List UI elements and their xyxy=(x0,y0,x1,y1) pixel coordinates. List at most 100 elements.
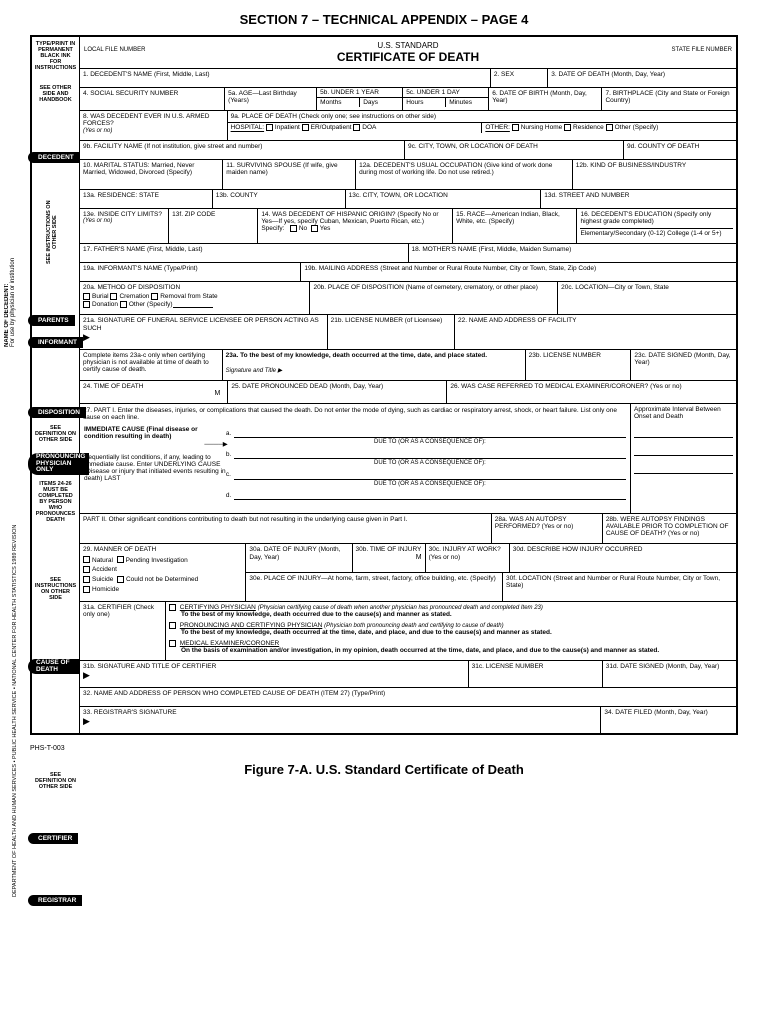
side-column: TYPE/PRINT IN PERMANENT BLACK INK FOR IN… xyxy=(32,37,80,733)
f8-yesno: (Yes or no) xyxy=(83,128,224,134)
phs-code: PHS-T-003 xyxy=(0,743,768,752)
side-seeother: SEE OTHER SIDE AND HANDBOOK xyxy=(34,85,77,103)
f1: 1. DECEDENT'S NAME (First, Middle, Last) xyxy=(83,71,487,78)
f9a-hospital: HOSPITAL: Inpatient ER/Outpatient DOA xyxy=(228,123,483,132)
f30c: 30c. INJURY AT WORK? (Yes or no) xyxy=(429,546,506,560)
approx: Approximate Interval Between Onset and D… xyxy=(634,406,733,420)
f21b: 21b. LICENSE NUMBER (of Licensee) xyxy=(331,317,451,324)
f15: 15. RACE—American Indian, Black, White, … xyxy=(456,211,573,225)
f13f: 13f. ZIP CODE xyxy=(172,211,254,218)
f31a: 31a. CERTIFIER (Check only one) xyxy=(83,604,162,618)
figure-caption: Figure 7-A. U.S. Standard Certificate of… xyxy=(0,752,768,787)
complete23: Complete items 23a-c only when certifyin… xyxy=(83,352,219,373)
f19a: 19a. INFORMANT'S NAME (Type/Print) xyxy=(83,265,297,272)
cb-accident[interactable] xyxy=(83,566,90,573)
f13e: 13e. INSIDE CITY LIMITS? xyxy=(83,211,165,218)
f11: 11. SURVIVING SPOUSE (If wife, give maid… xyxy=(226,162,352,176)
tab-registrar: REGISTRAR xyxy=(28,895,82,906)
cb-nursing[interactable] xyxy=(512,124,519,131)
side-seeinstr: SEE INSTRUCTIONS ON OTHER SIDE xyxy=(46,192,77,272)
f7: 7. BIRTHPLACE (City and State or Foreign… xyxy=(605,90,733,104)
f25: 25. DATE PRONOUNCED DEAD (Month, Day, Ye… xyxy=(231,383,443,390)
tab-informant: INFORMANT xyxy=(28,337,83,348)
f5c-h: Hours xyxy=(403,98,446,107)
f5b: 5b. UNDER 1 YEAR xyxy=(317,88,402,98)
f24: 24. TIME OF DEATH xyxy=(83,383,224,390)
f14: 14. WAS DECEDENT OF HISPANIC ORIGIN? (Sp… xyxy=(261,211,449,225)
medex-stmt: On the basis of examination and/or inves… xyxy=(181,647,659,654)
cb-otherspec[interactable] xyxy=(606,124,613,131)
f19b: 19b. MAILING ADDRESS (Street and Number … xyxy=(304,265,733,272)
f5a: 5a. AGE—Last Birthday (Years) xyxy=(228,90,313,104)
local-file-label: LOCAL FILE NUMBER xyxy=(84,47,145,53)
cb-homicide[interactable] xyxy=(83,586,90,593)
tab-causeofdeath: CAUSE OF DEATH xyxy=(28,659,79,674)
f2: 2. SEX xyxy=(494,71,544,78)
cb-medex[interactable] xyxy=(169,640,176,647)
f12a: 12a. DECEDENT'S USUAL OCCUPATION (Give k… xyxy=(359,162,569,176)
f18: 18. MOTHER'S NAME (First, Middle, Maiden… xyxy=(412,246,734,253)
std-label: U.S. STANDARD xyxy=(80,41,736,50)
tab-certifier: CERTIFIER xyxy=(28,833,78,844)
cb-otherdisp[interactable] xyxy=(120,301,127,308)
f13b: 13b. COUNTY xyxy=(216,192,342,199)
page-header: SECTION 7 – TECHNICAL APPENDIX – PAGE 4 xyxy=(0,0,768,35)
cb-doa[interactable] xyxy=(353,124,360,131)
f30d: 30d. DESCRIBE HOW INJURY OCCURRED xyxy=(513,546,733,553)
f9c: 9c. CITY, TOWN, OR LOCATION OF DEATH xyxy=(408,143,620,150)
tab-parents: PARENTS xyxy=(28,315,75,326)
dueto3: DUE TO (OR AS A CONSEQUENCE OF): xyxy=(234,480,626,489)
form-wrapper: NAME OF DECEDENT: For use by physician o… xyxy=(0,35,768,743)
cb-suicide[interactable] xyxy=(83,576,90,583)
cb-burial[interactable] xyxy=(83,293,90,300)
cb-proncert[interactable] xyxy=(169,622,176,629)
f31b: 31b. SIGNATURE AND TITLE OF CERTIFIER xyxy=(83,663,465,670)
v-name-decedent: NAME OF DECEDENT: For use by physician o… xyxy=(4,117,16,347)
f30b: 30b. TIME OF INJURY xyxy=(356,546,422,553)
f5b-d: Days xyxy=(360,98,402,107)
proncert-stmt: To the best of my knowledge, death occur… xyxy=(181,629,552,636)
f20a: 20a. METHOD OF DISPOSITION xyxy=(83,284,306,291)
cb-pending[interactable] xyxy=(117,556,124,563)
certphys-stmt: To the best of my knowledge, death occur… xyxy=(181,611,452,618)
state-file-label: STATE FILE NUMBER xyxy=(672,47,732,53)
f23b: 23b. LICENSE NUMBER xyxy=(529,352,628,359)
f24-m: M xyxy=(83,390,224,397)
side-seeinstr2: SEE INSTRUCTIONS ON OTHER SIDE xyxy=(34,577,77,601)
f32: 32. NAME AND ADDRESS OF PERSON WHO COMPL… xyxy=(83,690,733,697)
f16-sub: Elementary/Secondary (0-12) College (1-4… xyxy=(580,228,733,237)
f5c: 5c. UNDER 1 DAY xyxy=(403,88,488,98)
f30e: 30e. PLACE OF INJURY—At home, farm, stre… xyxy=(249,575,499,582)
tab-disposition: DISPOSITION xyxy=(28,407,86,418)
f13c: 13c. CITY, TOWN, OR LOCATION xyxy=(349,192,538,199)
cb-cremation[interactable] xyxy=(110,293,117,300)
f17: 17. FATHER'S NAME (First, Middle, Last) xyxy=(83,246,405,253)
f23a: 23a. To the best of my knowledge, death … xyxy=(226,352,522,359)
f13e-yn: (Yes or no) xyxy=(83,218,165,224)
side-seedef2: SEE DEFINITION ON OTHER SIDE xyxy=(34,772,77,790)
cb-natural[interactable] xyxy=(83,556,90,563)
f5c-m: Minutes xyxy=(446,98,488,107)
f28a: 28a. WAS AN AUTOPSY PERFORMED? (Yes or n… xyxy=(495,516,599,530)
f9a-other: OTHER: Nursing Home Residence Other (Spe… xyxy=(482,123,736,132)
cb-removal[interactable] xyxy=(151,293,158,300)
tab-decedent: DECEDENT xyxy=(28,152,80,163)
cb-erout[interactable] xyxy=(302,124,309,131)
cb-inpatient[interactable] xyxy=(266,124,273,131)
f8: 8. WAS DECEDENT EVER IN U.S. ARMED FORCE… xyxy=(83,113,224,127)
side-items2426: ITEMS 24-26 MUST BE COMPLETED BY PERSON … xyxy=(34,481,77,523)
f13a: 13a. RESIDENCE: STATE xyxy=(83,192,209,199)
f33: 33. REGISTRAR'S SIGNATURE xyxy=(83,709,597,716)
cb-14yes[interactable] xyxy=(311,225,318,232)
part2: PART II. Other significant conditions co… xyxy=(83,516,488,523)
f27: 27. PART I. Enter the diseases, injuries… xyxy=(80,404,630,424)
f21a: 21a. SIGNATURE OF FUNERAL SERVICE LICENS… xyxy=(83,317,324,331)
dueto1: DUE TO (OR AS A CONSEQUENCE OF): xyxy=(234,438,626,447)
cb-donation[interactable] xyxy=(83,301,90,308)
cb-certphys[interactable] xyxy=(169,604,176,611)
dueto2: DUE TO (OR AS A CONSEQUENCE OF): xyxy=(234,459,626,468)
cb-couldnot[interactable] xyxy=(117,576,124,583)
f16: 16. DECEDENT'S EDUCATION (Specify only h… xyxy=(580,211,733,225)
cb-14no[interactable] xyxy=(290,225,297,232)
cb-residence[interactable] xyxy=(564,124,571,131)
